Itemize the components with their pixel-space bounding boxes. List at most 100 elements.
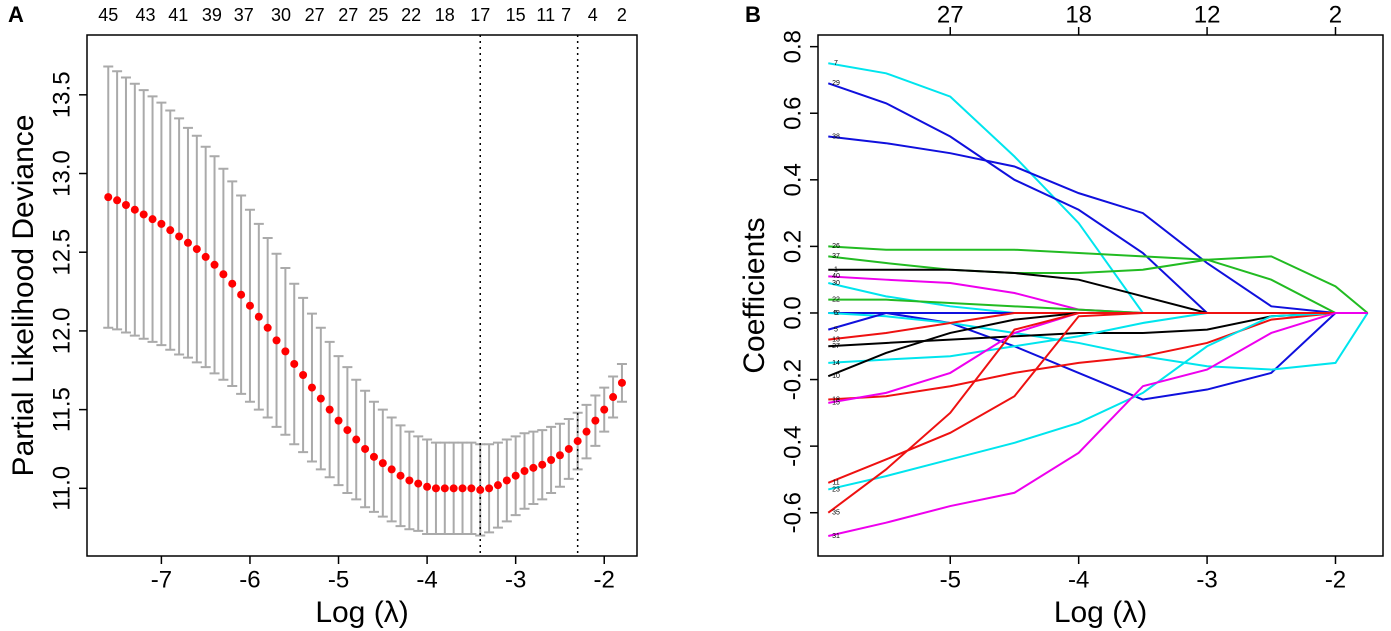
series-label: 10	[832, 373, 840, 380]
top-tick-label: 43	[135, 5, 155, 25]
y-tick-label: 0.0	[779, 296, 806, 329]
point	[458, 484, 467, 493]
x-axis-label: Log (λ)	[315, 596, 408, 629]
panel-label: B	[745, 2, 761, 27]
x-tick-label: -3	[505, 566, 526, 593]
point	[183, 238, 192, 247]
top-tick-label: 30	[271, 5, 291, 25]
series-label: 11	[832, 480, 839, 487]
top-tick-label: 37	[234, 5, 254, 25]
series-label: 22	[832, 297, 840, 304]
top-tick-label: 22	[401, 5, 421, 25]
top-tick-label: 15	[506, 5, 526, 25]
point	[254, 312, 263, 321]
point	[130, 205, 139, 214]
series-label: 27	[832, 343, 840, 350]
top-tick-label: 2	[1329, 1, 1342, 28]
coefficient-path	[828, 135, 1368, 314]
top-tick-label: 25	[368, 5, 388, 25]
point	[538, 460, 547, 469]
point	[148, 215, 157, 224]
x-tick-label: -2	[594, 566, 615, 593]
point	[431, 484, 440, 493]
top-tick-label: 41	[168, 5, 188, 25]
y-tick-label: 11.5	[48, 387, 75, 432]
point	[555, 451, 564, 460]
series-label: 38	[832, 133, 840, 140]
series-label: 5	[834, 326, 838, 333]
point	[396, 471, 405, 480]
point	[263, 323, 272, 332]
point	[600, 405, 609, 414]
coefficient-path	[828, 268, 1368, 314]
point	[378, 459, 387, 468]
top-tick-label: 11	[536, 5, 555, 25]
top-tick-label: 7	[561, 5, 571, 25]
point	[307, 383, 316, 392]
point	[414, 479, 423, 488]
x-tick-label: -2	[1325, 566, 1346, 593]
point	[352, 435, 361, 444]
top-tick-label: 45	[98, 5, 118, 25]
y-tick-label: 0.2	[779, 230, 806, 263]
point	[582, 427, 591, 436]
point	[617, 378, 626, 387]
point	[502, 476, 511, 485]
point	[272, 336, 281, 345]
x-axis-label: Log (λ)	[1054, 596, 1147, 629]
x-tick-label: -7	[151, 566, 172, 593]
coefficient-path	[827, 311, 1368, 484]
series-label: 14	[832, 360, 840, 367]
coefficient-path	[828, 311, 1368, 538]
x-tick-label: -4	[1068, 566, 1089, 593]
top-tick-label: 2	[617, 5, 627, 25]
y-tick-label: 0.6	[779, 97, 806, 130]
top-tick-label: 39	[202, 5, 222, 25]
series-label: 37	[832, 253, 840, 260]
point	[175, 232, 184, 241]
point	[237, 290, 246, 299]
coefficient-path	[827, 311, 1368, 378]
coefficient-path	[828, 311, 1368, 401]
plot-frame	[817, 34, 1384, 557]
y-tick-label: -0.2	[779, 359, 806, 400]
point	[423, 482, 432, 491]
series-label: 31	[832, 533, 840, 540]
series-label: 7	[834, 60, 838, 67]
y-tick-label: 13.0	[48, 150, 75, 197]
point	[166, 226, 175, 235]
series-label: 29	[832, 80, 840, 87]
point	[299, 370, 308, 379]
point	[361, 444, 370, 453]
point	[476, 485, 485, 494]
top-tick-label: 17	[470, 5, 490, 25]
coefficient-path	[828, 298, 1368, 314]
top-tick-label: 18	[1065, 1, 1092, 28]
series-label: 26	[832, 243, 840, 250]
point	[113, 196, 122, 205]
top-tick-label: 27	[305, 5, 325, 25]
point	[104, 193, 113, 202]
point	[405, 476, 414, 485]
point	[591, 416, 600, 425]
point	[343, 426, 352, 435]
top-tick-label: 4	[588, 5, 598, 25]
top-tick-label: 27	[338, 5, 358, 25]
coefficient-path	[828, 245, 1368, 314]
series-label: 1	[834, 267, 838, 274]
point	[281, 347, 290, 356]
x-tick-label: -6	[239, 566, 260, 593]
plot-frame	[86, 34, 638, 557]
point	[449, 484, 458, 493]
top-tick-label: 27	[937, 1, 964, 28]
point	[467, 484, 476, 493]
y-tick-label: -0.6	[779, 492, 806, 533]
x-tick-label: -4	[416, 566, 437, 593]
y-axis-label: Coefficients	[738, 217, 771, 373]
point	[334, 416, 343, 425]
series-label: 30	[832, 280, 840, 287]
x-tick-label: -5	[940, 566, 961, 593]
point	[219, 270, 228, 279]
point	[245, 301, 254, 310]
